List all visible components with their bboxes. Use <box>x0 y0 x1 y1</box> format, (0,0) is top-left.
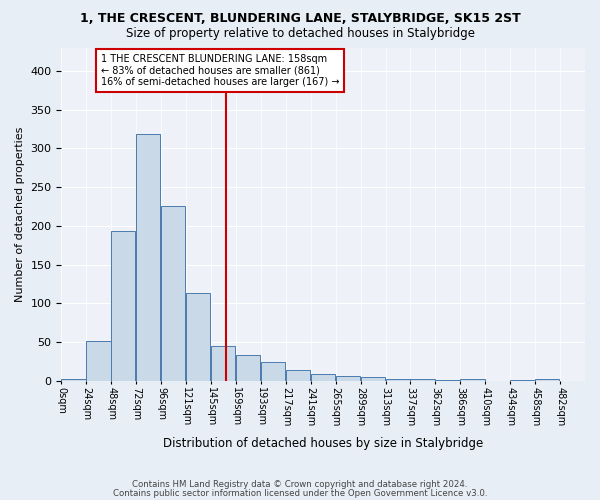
Bar <box>61 380 86 381</box>
Bar <box>186 294 210 381</box>
Text: Contains public sector information licensed under the Open Government Licence v3: Contains public sector information licen… <box>113 489 487 498</box>
Bar <box>460 378 485 381</box>
X-axis label: Distribution of detached houses by size in Stalybridge: Distribution of detached houses by size … <box>163 437 484 450</box>
Bar <box>386 378 410 381</box>
Bar <box>311 374 335 381</box>
Bar <box>236 354 260 381</box>
Bar <box>261 362 285 381</box>
Bar <box>535 380 559 381</box>
Bar <box>510 380 535 381</box>
Bar <box>161 206 185 381</box>
Bar <box>136 134 160 381</box>
Bar <box>211 346 235 381</box>
Bar <box>410 380 434 381</box>
Text: 1, THE CRESCENT, BLUNDERING LANE, STALYBRIDGE, SK15 2ST: 1, THE CRESCENT, BLUNDERING LANE, STALYB… <box>80 12 520 26</box>
Text: 1 THE CRESCENT BLUNDERING LANE: 158sqm
← 83% of detached houses are smaller (861: 1 THE CRESCENT BLUNDERING LANE: 158sqm ←… <box>101 54 340 87</box>
Y-axis label: Number of detached properties: Number of detached properties <box>15 126 25 302</box>
Bar <box>286 370 310 381</box>
Bar <box>436 380 460 381</box>
Bar <box>111 230 136 381</box>
Bar <box>361 377 385 381</box>
Bar <box>86 342 110 381</box>
Text: Size of property relative to detached houses in Stalybridge: Size of property relative to detached ho… <box>125 28 475 40</box>
Bar <box>335 376 360 381</box>
Text: Contains HM Land Registry data © Crown copyright and database right 2024.: Contains HM Land Registry data © Crown c… <box>132 480 468 489</box>
